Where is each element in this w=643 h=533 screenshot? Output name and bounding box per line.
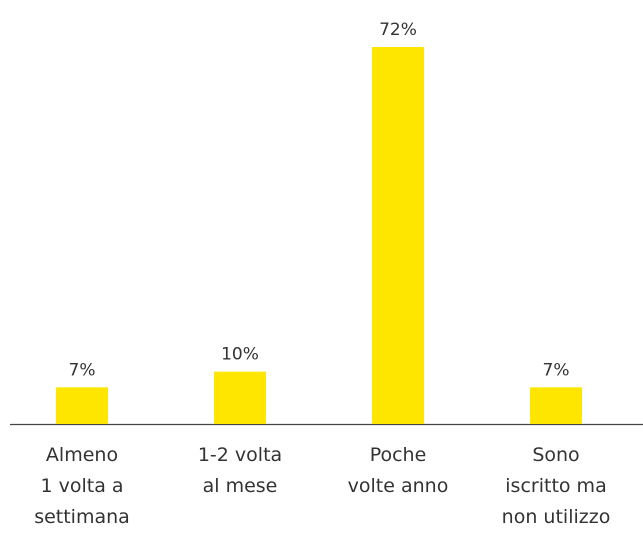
bar [56, 387, 108, 424]
bar [214, 371, 266, 424]
x-tick-label: Sono iscritto ma non utilizzo [501, 444, 611, 528]
bar [372, 47, 424, 424]
x-tick-label: 1-2 volta al mese [197, 444, 283, 497]
value-label: 10% [221, 345, 259, 365]
value-label: 7% [543, 360, 570, 380]
x-tick-label: Poche volte anno [347, 444, 449, 497]
value-label: 7% [69, 360, 96, 380]
x-tick-label: Almeno 1 volta a settimana [34, 444, 130, 528]
bar [530, 387, 582, 424]
value-label: 72% [379, 20, 417, 40]
